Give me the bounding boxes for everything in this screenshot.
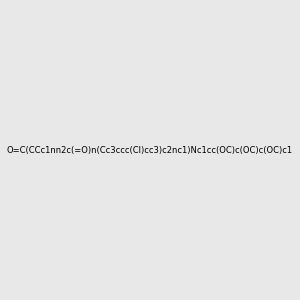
- Text: O=C(CCc1nn2c(=O)n(Cc3ccc(Cl)cc3)c2nc1)Nc1cc(OC)c(OC)c(OC)c1: O=C(CCc1nn2c(=O)n(Cc3ccc(Cl)cc3)c2nc1)Nc…: [7, 146, 293, 154]
